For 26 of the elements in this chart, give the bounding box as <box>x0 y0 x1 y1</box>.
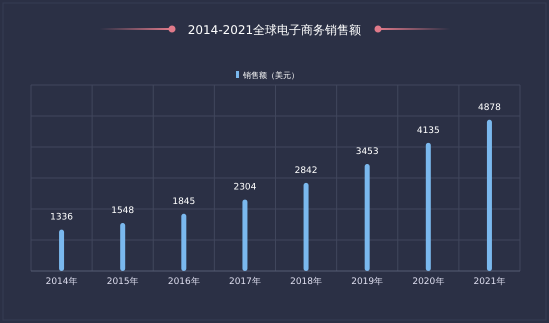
x-tick-label: 2015年 <box>106 276 139 287</box>
x-tick-label: 2014年 <box>46 276 78 287</box>
x-tick-label: 2021年 <box>473 276 506 287</box>
data-label: 1548 <box>111 206 134 216</box>
x-tick-label: 2016年 <box>168 276 200 287</box>
legend-label: 销售额（美元） <box>242 71 299 80</box>
bar <box>120 223 126 271</box>
bar <box>181 214 186 271</box>
x-tick-label: 2018年 <box>290 276 322 287</box>
data-label: 1845 <box>172 196 196 207</box>
chart-title: 2014-2021全球电子商务销售额 <box>188 23 362 37</box>
data-label: 4135 <box>416 126 440 136</box>
x-tick-label: 2017年 <box>228 276 261 287</box>
data-label: 2304 <box>233 182 257 193</box>
x-tick-label: 2020年 <box>412 276 444 287</box>
bar <box>304 182 309 271</box>
data-label: 4878 <box>478 102 502 113</box>
data-label: 2842 <box>294 166 318 176</box>
data-label: 3453 <box>356 146 379 157</box>
bar <box>59 230 64 271</box>
bar <box>426 142 431 271</box>
x-tick-label: 2019年 <box>351 276 384 287</box>
bar <box>486 120 492 271</box>
bar <box>364 164 370 271</box>
bar <box>242 200 248 271</box>
data-label: 1336 <box>50 212 74 223</box>
